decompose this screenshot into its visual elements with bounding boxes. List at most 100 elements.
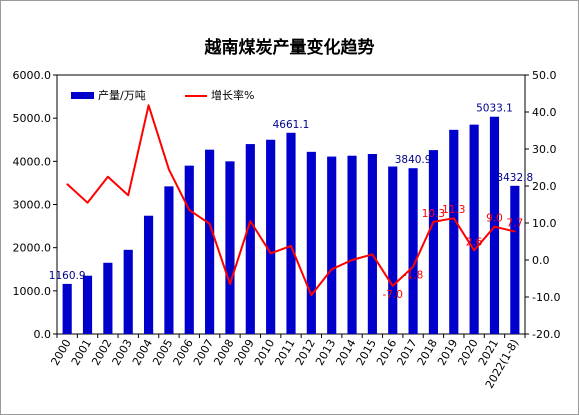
bar-data-label: 4661.1 [273,119,310,131]
bar [469,124,479,335]
growth-point [330,268,333,271]
legend-bar-swatch [71,92,94,99]
x-tick-label: 2002 [89,337,114,368]
growth-point [249,220,252,222]
bar [123,249,133,334]
growth-point [168,168,170,171]
x-tick-label: 2007 [191,337,216,368]
bar [245,144,255,334]
legend-line-label: 增长率% [211,88,254,102]
x-tick-label: 2009 [232,337,257,368]
bar [306,151,316,334]
x-tick-label: 2014 [333,337,358,368]
line-data-label: 9.0 [486,213,503,225]
x-tick-label: 2005 [150,337,175,368]
x-tick-label: 2015 [354,337,379,368]
growth-point [351,259,353,261]
growth-point [86,201,89,204]
growth-point [432,221,435,223]
right-tick-label: 50.0 [532,69,557,82]
right-tick-label: 0.0 [532,254,550,267]
growth-point [493,225,496,228]
bar [286,132,296,334]
left-tick-label: 1000.0 [13,285,52,298]
right-tick-label: 20.0 [532,180,557,193]
bar [82,275,93,334]
x-tick-label: 2011 [272,337,297,368]
bar [347,155,357,334]
growth-point [127,194,130,197]
left-tick-label: 4000.0 [13,155,52,168]
bar [388,166,398,334]
bar [184,165,194,334]
x-tick-label: 2019 [435,337,460,368]
bar [510,185,520,334]
bar [449,129,459,334]
line-data-label: 7.7 [506,218,523,230]
left-tick-label: 2000.0 [13,242,52,255]
growth-point [147,104,150,107]
growth-point [290,245,292,247]
line-data-label: 2.6 [466,236,483,248]
x-tick-label: 2006 [171,337,196,368]
x-tick-label: 2013 [313,337,338,368]
bar-data-label: 1160.9 [49,270,86,282]
bar-data-label: 5033.1 [476,103,513,115]
left-tick-label: 5000.0 [13,112,52,125]
right-tick-label: 30.0 [532,143,557,156]
x-tick-label: 2008 [211,337,236,368]
growth-point [391,285,394,287]
bar [143,215,154,334]
growth-point [371,253,374,256]
x-tick-label: 2020 [455,337,480,368]
growth-point [66,183,68,185]
bar [103,262,113,334]
x-tick-label: 2012 [293,337,318,368]
left-tick-label: 6000.0 [13,69,52,82]
growth-point [229,283,231,285]
right-tick-label: -20.0 [532,328,560,341]
bar [205,149,215,334]
legend: 产量/万吨 增长率% [71,88,254,102]
growth-point [412,265,414,268]
x-tick-label: 2003 [110,337,135,368]
x-tick-label: 2018 [415,337,440,368]
x-tick-label: 2017 [394,337,419,368]
line-data-label: -1.8 [403,270,424,282]
growth-point [107,175,109,178]
right-tick-label: 40.0 [532,106,557,119]
bar [164,186,174,334]
left-tick-label: 3000.0 [13,199,52,212]
x-tick-label: 2000 [49,337,74,368]
growth-point [269,252,272,255]
growth-point [188,209,191,211]
x-tick-label: 2010 [252,337,277,368]
x-tick-label: 2016 [374,337,399,368]
bar [327,156,337,334]
plot-area: 0.0 1000.0 2000.0 3000.0 4000.0 5000.0 6000.0 -… [13,69,561,391]
growth-point [208,222,211,225]
bar [225,161,235,334]
growth-point [514,230,516,233]
bar [408,168,418,334]
right-tick-label: -10.0 [532,291,560,304]
right-tick-label: 10.0 [532,217,557,230]
growth-point [310,294,313,296]
growth-point [473,249,475,252]
bar [62,283,72,334]
bar-data-label: 3840.9 [395,154,432,166]
bar [489,116,500,334]
x-tick-label: 2001 [69,337,94,368]
line-data-label: 10.3 [422,208,445,220]
bar [428,150,439,334]
bar [266,139,276,334]
bar [367,153,377,334]
line-data-label: 11.3 [442,204,465,216]
x-tick-label: 2004 [130,337,155,368]
legend-bar-label: 产量/万吨 [98,88,146,102]
chart-title: 越南煤炭产量变化趋势 [204,38,375,58]
line-data-label: -7.0 [382,289,403,301]
left-tick-label: 0.0 [34,328,52,341]
bar-data-label: 3432.8 [496,172,533,184]
